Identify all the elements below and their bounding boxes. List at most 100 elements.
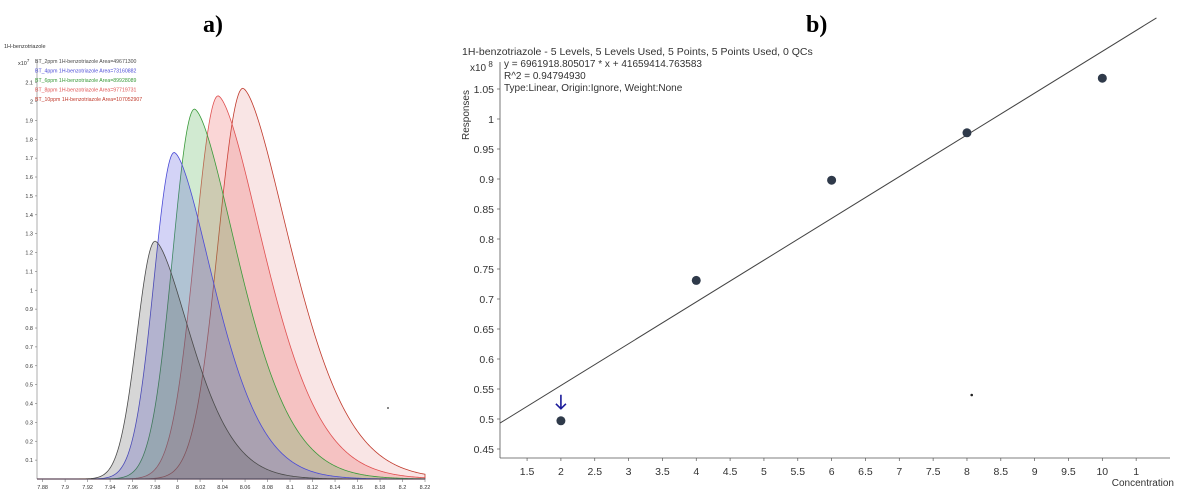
chart-b-x-tick-label: 4 (693, 466, 699, 478)
panel-label-a: a) (203, 12, 223, 38)
chart-a-x-tick-label: 8.08 (262, 485, 273, 491)
chart-b-x-tick-label: 3.5 (655, 466, 670, 478)
chart-b-point (1097, 73, 1107, 83)
chart-b-multiplier: x10 8 (470, 60, 493, 74)
chart-a-x-tick-label: 8 (176, 485, 179, 491)
chart-b-x-tick-label: 9 (1032, 466, 1038, 478)
chart-a-x-tick-label: 8.06 (240, 485, 251, 491)
chart-b-x-tick-label: 9.5 (1061, 466, 1076, 478)
chart-b-point (556, 416, 566, 426)
chart-b-x-tick-label: 10 (1096, 466, 1108, 478)
chart-b-annotation: Type:Linear, Origin:Ignore, Weight:None (504, 83, 683, 94)
chart-b-y-tick-label: 0.95 (474, 144, 495, 156)
chart-b-annotation: y = 6961918.805017 * x + 41659414.763583 (504, 59, 702, 70)
chart-a-x-tick-label: 8.22 (420, 485, 430, 491)
chart-a-x-tick-label: 8.02 (195, 485, 206, 491)
chart-a-x-tick-label: 7.9 (61, 485, 69, 491)
chart-a-y-tick-label: 2.1 (25, 81, 33, 87)
chart-b-x-tick-label: 2.5 (587, 466, 602, 478)
chart-b-y-label: Responses (461, 90, 472, 140)
chart-b-x-tick-label: 1 (1133, 466, 1139, 478)
chart-b-y-tick-label: 0.8 (479, 234, 494, 246)
chart-a-y-tick-label: 1.7 (25, 156, 33, 162)
chart-b-y-tick-label: 0.5 (479, 414, 494, 426)
chart-a-x-tick-label: 8.14 (330, 485, 341, 491)
chart-b-point (827, 175, 837, 185)
chart-a-x-tick-label: 7.98 (150, 485, 161, 491)
chart-b-y-tick-label: 0.9 (479, 174, 494, 186)
chart-b-y-tick-label: 0.45 (474, 444, 495, 456)
chart-a-y-tick-label: 1.3 (25, 232, 33, 238)
chart-a-x-tick-label: 7.92 (82, 485, 93, 491)
chart-a-y-tick-label: 1.5 (25, 194, 33, 200)
chart-b-x-tick-label: 7 (896, 466, 902, 478)
chart-a-legend-entry: BT_4ppm 1H-benzotriazole Area=73160882 (35, 69, 136, 75)
chart-b-x-label: Concentration (1112, 478, 1174, 489)
chart-b-y-tick-label: 0.85 (474, 204, 495, 216)
chart-b-y-tick-label: 1 (488, 114, 494, 126)
chart-b-y-tick-label: 1.05 (474, 84, 495, 96)
chart-a-legend-entry: BT_6ppm 1H-benzotriazole Area=89928089 (35, 78, 136, 84)
chart-a-series-area (37, 240, 425, 480)
chart-a-x-tick-label: 8.16 (352, 485, 363, 491)
chart-a-legend-entry: BT_10ppm 1H-benzotriazole Area=107052907 (35, 97, 142, 103)
chart-a-y-tick-label: 0.2 (25, 439, 33, 445)
chart-b-x-tick-label: 6.5 (858, 466, 873, 478)
chart-b-y-tick-label: 0.65 (474, 324, 495, 336)
chart-a-y-tick-label: 1.1 (25, 269, 33, 275)
chart-b-stray-dot (970, 393, 974, 397)
chart-b-fit-line (499, 17, 1157, 424)
chart-b-point (962, 128, 972, 138)
chart-a-y-tick-label: 0.1 (25, 458, 33, 464)
chart-a-x-tick-label: 8.2 (399, 485, 407, 491)
chart-b-x-tick-label: 3 (626, 466, 632, 478)
chart-b-y-tick-label: 0.6 (479, 354, 494, 366)
chart-a-y-tick-label: 2 (30, 100, 33, 106)
chart-a-x-tick-label: 8.1 (286, 485, 294, 491)
chart-a-exponent: 7 (27, 58, 30, 63)
chart-a-y-tick-label: 0.8 (25, 326, 33, 332)
chart-b-x-tick-label: 4.5 (723, 466, 738, 478)
panel-label-b: b) (806, 12, 828, 38)
chart-a-title: 1H-benzotriazole (4, 44, 46, 50)
chart-a-legend-entry: BT_8ppm 1H-benzotriazole Area=97719731 (35, 88, 136, 94)
chart-a-multiplier: x107 (18, 58, 30, 67)
chart-a-y-tick-label: 1.4 (25, 213, 33, 219)
chart-b-y-tick-label: 0.7 (479, 294, 494, 306)
chart-b-point (691, 275, 701, 285)
chart-b-annotation: R^2 = 0.94794930 (504, 71, 586, 82)
chart-a-y-tick-label: 1.8 (25, 137, 33, 143)
chart-b-x-tick-label: 7.5 (926, 466, 941, 478)
chart-b-x-tick-label: 8 (964, 466, 970, 478)
chart-a-y-tick-label: 0.6 (25, 364, 33, 370)
chart-b-y-tick-label: 0.75 (474, 264, 495, 276)
chart-a-stray-dot (387, 407, 389, 409)
chart-b-x-tick-label: 1.5 (520, 466, 535, 478)
chromatogram-chart: 1H-benzotriazole x107 0.1 0.2 0.3 0.4 0.5 0.6 0.… (4, 44, 430, 491)
chart-b-x-tick-label: 8.5 (994, 466, 1009, 478)
chart-a-x-tick-label: 7.96 (127, 485, 138, 491)
chart-a-y-tick-label: 1 (30, 288, 33, 294)
chart-b-title: 1H-benzotriazole - 5 Levels, 5 Levels Us… (462, 46, 813, 58)
chart-a-x-tick-label: 7.94 (105, 485, 116, 491)
chart-a-x-tick-label: 8.04 (217, 485, 228, 491)
calibration-chart: 1H-benzotriazole - 5 Levels, 5 Levels Us… (461, 17, 1174, 489)
chart-b-x-tick-label: 5.5 (790, 466, 805, 478)
chart-a-x-tick-label: 8.18 (375, 485, 386, 491)
chart-a-x-tick-label: 7.88 (37, 485, 48, 491)
chart-a-x-tick-label: 8.12 (307, 485, 318, 491)
chart-b-x-tick-label: 6 (829, 466, 835, 478)
chart-a-y-tick-label: 0.9 (25, 307, 33, 313)
chart-a-y-tick-label: 0.5 (25, 383, 33, 389)
chart-a-y-tick-label: 1.2 (25, 251, 33, 257)
chart-a-y-tick-label: 0.4 (25, 402, 33, 408)
chart-b-arrow (555, 394, 567, 410)
chart-a-y-tick-label: 0.3 (25, 420, 33, 426)
chart-b-y-tick-label: 0.55 (474, 384, 495, 396)
chart-a-y-tick-label: 1.6 (25, 175, 33, 181)
chart-b-exponent: 8 (486, 60, 493, 69)
chart-a-y-tick-label: 1.9 (25, 118, 33, 124)
chart-a-y-tick-label: 0.7 (25, 345, 33, 351)
chart-a-series-area (37, 152, 426, 480)
chart-a-legend-entry: BT_2ppm 1H-benzotriazole Area=49671300 (35, 59, 136, 65)
